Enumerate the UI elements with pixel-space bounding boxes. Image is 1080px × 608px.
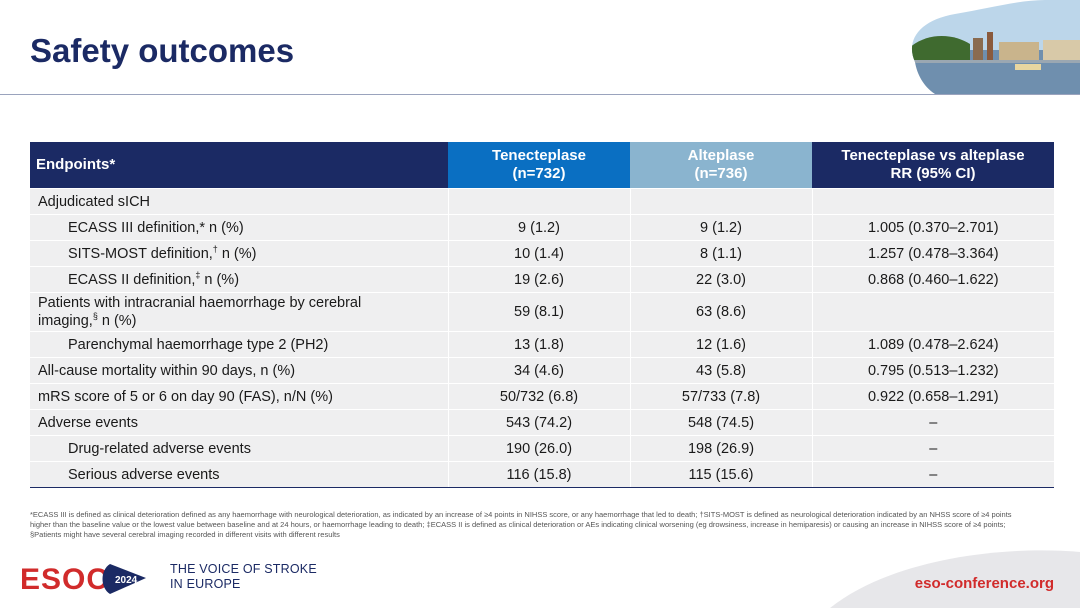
endpoint-label: ECASS III definition,* n (%) (30, 214, 448, 241)
table-row: ECASS II definition,‡ n (%) 19 (2.6) 22 … (30, 266, 1054, 293)
table-row: Patients with intracranial haemorrhage b… (30, 292, 1054, 332)
tenecteplase-value: 50/732 (6.8) (447, 383, 630, 410)
relative-risk-value: 0.922 (0.658–1.291) (811, 383, 1054, 410)
header-city-photo (911, 0, 1080, 94)
alteplase-value (629, 188, 812, 215)
relative-risk-value: – (811, 461, 1054, 488)
table-row: SITS-MOST definition,† n (%) 10 (1.4) 8 … (30, 240, 1054, 267)
footnote: *ECASS III is defined as clinical deteri… (30, 510, 1012, 539)
footer-swoosh (830, 550, 1080, 608)
safety-outcomes-table: Endpoints* Tenecteplase (n=732) Alteplase… (30, 142, 1054, 488)
relative-risk-value: 0.795 (0.513–1.232) (811, 357, 1054, 384)
alteplase-value: 63 (8.6) (629, 292, 812, 332)
table-row: All-cause mortality within 90 days, n (%… (30, 357, 1054, 384)
header-tenecteplase: Tenecteplase (n=732) (448, 142, 630, 189)
title-divider (0, 94, 1080, 95)
table-row: Drug-related adverse events 190 (26.0) 1… (30, 435, 1054, 462)
logo-year: 2024 (115, 575, 138, 586)
endpoint-label: mRS score of 5 or 6 on day 90 (FAS), n/N… (30, 383, 448, 410)
tenecteplase-value: 9 (1.2) (447, 214, 630, 241)
relative-risk-value (811, 292, 1054, 332)
relative-risk-value: 0.868 (0.460–1.622) (811, 266, 1054, 293)
endpoint-label: Parenchymal haemorrhage type 2 (PH2) (30, 331, 448, 358)
endpoint-label: Adverse events (30, 409, 448, 436)
endpoint-label: ECASS II definition,‡ n (%) (30, 266, 448, 293)
endpoint-label: Adjudicated sICH (30, 188, 448, 215)
alteplase-value: 548 (74.5) (629, 409, 812, 436)
endpoint-label: Serious adverse events (30, 461, 448, 488)
alteplase-value: 57/733 (7.8) (629, 383, 812, 410)
esoc-logo: ESOC 2024 (20, 563, 146, 596)
tenecteplase-value: 543 (74.2) (447, 409, 630, 436)
tenecteplase-value: 59 (8.1) (447, 292, 630, 332)
relative-risk-value (811, 188, 1054, 215)
relative-risk-value: – (811, 435, 1054, 462)
tenecteplase-value: 19 (2.6) (447, 266, 630, 293)
relative-risk-value: 1.005 (0.370–2.701) (811, 214, 1054, 241)
endpoint-label: SITS-MOST definition,† n (%) (30, 240, 448, 267)
endpoint-label: Drug-related adverse events (30, 435, 448, 462)
relative-risk-value: 1.257 (0.478–3.364) (811, 240, 1054, 267)
table-row: Adjudicated sICH (30, 188, 1054, 215)
table-row: mRS score of 5 or 6 on day 90 (FAS), n/N… (30, 383, 1054, 410)
alteplase-value: 9 (1.2) (629, 214, 812, 241)
alteplase-value: 43 (5.8) (629, 357, 812, 384)
header-endpoints: Endpoints* (30, 142, 448, 189)
alteplase-value: 22 (3.0) (629, 266, 812, 293)
table-header-row: Endpoints* Tenecteplase (n=732) Alteplase… (30, 142, 1054, 189)
header-relative-risk: Tenecteplase vs alteplase RR (95% CI) (812, 142, 1054, 189)
tenecteplase-value: 190 (26.0) (447, 435, 630, 462)
tenecteplase-value: 116 (15.8) (447, 461, 630, 488)
tenecteplase-value: 10 (1.4) (447, 240, 630, 267)
conference-url[interactable]: eso-conference.org (914, 575, 1054, 592)
logo-badge-shape (102, 564, 146, 594)
table-row: Parenchymal haemorrhage type 2 (PH2) 13 … (30, 331, 1054, 358)
page-title: Safety outcomes (30, 32, 295, 69)
alteplase-value: 115 (15.6) (629, 461, 812, 488)
tenecteplase-value (447, 188, 630, 215)
table-row: Serious adverse events 116 (15.8) 115 (1… (30, 461, 1054, 488)
table-row: ECASS III definition,* n (%) 9 (1.2) 9 (… (30, 214, 1054, 241)
tenecteplase-value: 34 (4.6) (447, 357, 630, 384)
alteplase-value: 8 (1.1) (629, 240, 812, 267)
logo-text: ESOC (20, 563, 109, 596)
tenecteplase-value: 13 (1.8) (447, 331, 630, 358)
tagline: THE VOICE OF STROKE IN EUROPE (170, 562, 317, 591)
relative-risk-value: 1.089 (0.478–2.624) (811, 331, 1054, 358)
alteplase-value: 12 (1.6) (629, 331, 812, 358)
table-row: Adverse events 543 (74.2) 548 (74.5) – (30, 409, 1054, 436)
endpoint-label: All-cause mortality within 90 days, n (%… (30, 357, 448, 384)
header-alteplase: Alteplase (n=736) (630, 142, 812, 189)
alteplase-value: 198 (26.9) (629, 435, 812, 462)
endpoint-label: Patients with intracranial haemorrhage b… (30, 292, 448, 332)
relative-risk-value: – (811, 409, 1054, 436)
